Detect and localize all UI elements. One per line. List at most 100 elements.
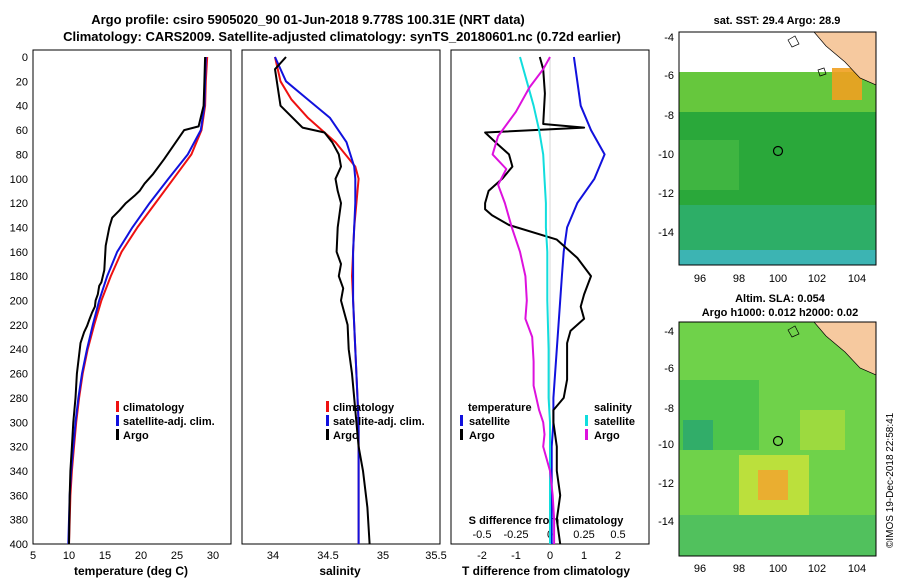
t-diff-x-label: T difference from climatology [462, 564, 630, 578]
salinity-x-axis: 34 34.5 35 35.5 [267, 550, 447, 562]
sst-map-lon-axis: 96 98 100 102 104 [694, 273, 866, 285]
depth-tick: 200 [10, 296, 28, 308]
salinity-profile-plot [274, 56, 371, 545]
legend-label: climatology [333, 402, 395, 414]
series-line-t-satellite [550, 56, 606, 544]
sla-map-peak [758, 470, 788, 500]
legend-label: satellite [469, 416, 510, 428]
lat-tick: -8 [664, 110, 674, 122]
legend-swatch-t-satellite [460, 415, 463, 426]
series-line-satellite-adj-clim- [274, 56, 360, 544]
depth-tick: 380 [10, 515, 28, 527]
temperature-tick: 20 [135, 550, 147, 562]
temperature-x-axis: 5 10 15 20 25 30 [30, 550, 219, 562]
difference-legend: temperature satellite Argo salinity sate… [460, 402, 635, 442]
lon-tick: 100 [769, 563, 787, 575]
depth-tick: 60 [16, 125, 28, 137]
legend-swatch-t-argo [460, 429, 463, 440]
lat-tick: -6 [664, 70, 674, 82]
series-line-s-satellite [519, 56, 551, 544]
temperature-profile-plot [67, 56, 209, 545]
temperature-tick: 15 [99, 550, 111, 562]
temperature-x-label: temperature (deg C) [74, 564, 188, 578]
legend-swatch-climatology [326, 401, 329, 412]
depth-tick: 400 [10, 539, 28, 551]
sla-map-low-spot [683, 420, 713, 450]
temperature-tick: 30 [207, 550, 219, 562]
depth-tick: 140 [10, 222, 28, 234]
depth-tick: 240 [10, 344, 28, 356]
s-diff-tick: 0.25 [573, 529, 594, 541]
lon-tick: 104 [848, 273, 866, 285]
sst-map [678, 31, 877, 266]
sla-map-lon-axis: 96 98 100 102 104 [694, 563, 866, 575]
legend-swatch-s-argo [585, 429, 588, 440]
argo-position-marker [772, 435, 784, 447]
legend-label: satellite-adj. clim. [333, 416, 425, 428]
legend-label: Argo [123, 430, 149, 442]
depth-tick: 120 [10, 198, 28, 210]
sla-map-patch [800, 410, 845, 450]
lat-tick: -12 [658, 478, 674, 490]
lon-tick: 100 [769, 273, 787, 285]
t-diff-tick: -1 [511, 550, 521, 562]
lat-tick: -12 [658, 188, 674, 200]
depth-tick: 300 [10, 417, 28, 429]
island-outline [787, 35, 800, 48]
sst-map-cool-edge [679, 250, 876, 265]
series-line-argo [274, 56, 371, 545]
legend-swatch-climatology [116, 401, 119, 412]
series-line-argo [68, 56, 207, 545]
title-line-2: Climatology: CARS2009. Satellite-adjuste… [63, 29, 621, 44]
lon-tick: 104 [848, 563, 866, 575]
sla-map [678, 321, 877, 557]
legend-swatch-s-satellite [585, 415, 588, 426]
island-outline [787, 325, 800, 338]
s-diff-tick: -0.25 [503, 529, 528, 541]
argo-position-marker [772, 145, 784, 157]
sla-map-frame [678, 321, 877, 557]
title-line-1: Argo profile: csiro 5905020_90 01-Jun-20… [91, 12, 525, 27]
depth-tick: 340 [10, 466, 28, 478]
legend-label: satellite-adj. clim. [123, 416, 215, 428]
lat-tick: -14 [658, 227, 674, 239]
legend-heading-temperature: temperature [468, 402, 532, 414]
depth-tick: 160 [10, 247, 28, 259]
lat-tick: -4 [664, 32, 674, 44]
depth-tick: 280 [10, 393, 28, 405]
sla-map-title-2: Argo h1000: 0.012 h2000: 0.02 [702, 307, 859, 319]
depth-tick: 260 [10, 369, 28, 381]
series-line-satellite-adj-clim- [67, 56, 207, 545]
lon-tick: 96 [694, 563, 706, 575]
t-diff-tick: -2 [477, 550, 487, 562]
t-diff-tick: 1 [581, 550, 587, 562]
island-outline [817, 67, 827, 77]
depth-tick: 320 [10, 442, 28, 454]
difference-profile-plot [484, 56, 606, 545]
legend-swatch-satellite [116, 415, 119, 426]
series-line-t-argo [484, 56, 592, 545]
lat-tick: -8 [664, 403, 674, 415]
lon-tick: 98 [733, 563, 745, 575]
lat-tick: -10 [658, 149, 674, 161]
legend-label: Argo [594, 430, 620, 442]
depth-tick: 360 [10, 490, 28, 502]
depth-axis: 0 20 40 60 80 100 120 140 160 180 200 22… [10, 52, 28, 551]
lat-tick: -14 [658, 516, 674, 528]
legend-swatch-argo [326, 429, 329, 440]
salinity-tick: 35.5 [425, 550, 446, 562]
lat-tick: -10 [658, 439, 674, 451]
sst-map-frame [678, 31, 877, 266]
depth-tick: 100 [10, 174, 28, 186]
legend-label: Argo [469, 430, 495, 442]
sla-map-lat-axis: -4 -6 -8 -10 -12 -14 [658, 326, 674, 528]
depth-tick: 20 [16, 76, 28, 88]
sst-map-title: sat. SST: 29.4 Argo: 28.9 [714, 15, 841, 27]
salinity-legend: climatology satellite-adj. clim. Argo [326, 401, 425, 442]
temperature-tick: 5 [30, 550, 36, 562]
lon-tick: 96 [694, 273, 706, 285]
sla-map-south-band [679, 515, 876, 556]
difference-x-axis: -2 -1 0 1 2 -0.5 -0.25 0 0.25 0.5 [473, 529, 626, 562]
salinity-x-label: salinity [319, 564, 361, 578]
depth-tick: 80 [16, 149, 28, 161]
